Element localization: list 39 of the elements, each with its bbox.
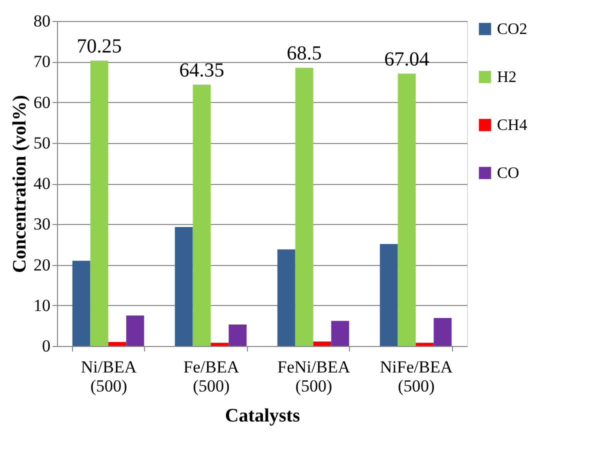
y-tick-label: 0 bbox=[42, 336, 50, 356]
bar bbox=[108, 342, 126, 346]
y-axis-title: Concentration (vol%) bbox=[10, 95, 30, 273]
bar bbox=[228, 324, 247, 346]
x-tick-label: Ni/BEA (500) bbox=[80, 358, 138, 396]
bar bbox=[398, 74, 416, 346]
data-label: 70.25 bbox=[76, 36, 122, 58]
x-tick-label: FeNi/BEA (500) bbox=[277, 358, 351, 396]
x-tick-label: NiFe/BEA (500) bbox=[380, 358, 454, 396]
y-tick-label: 50 bbox=[34, 133, 50, 152]
legend-label: CO bbox=[497, 165, 520, 182]
y-tick-label: 30 bbox=[34, 214, 50, 234]
bar bbox=[126, 316, 144, 346]
data-label: 68.5 bbox=[286, 42, 322, 65]
bar bbox=[90, 60, 108, 346]
bar bbox=[210, 342, 229, 346]
bar bbox=[174, 226, 193, 346]
bar bbox=[313, 342, 332, 346]
bar bbox=[192, 84, 211, 346]
data-label: 64.35 bbox=[179, 60, 224, 82]
bar bbox=[331, 320, 350, 346]
legend-label: H2 bbox=[497, 69, 517, 86]
bar bbox=[277, 249, 296, 346]
y-tick-label: 20 bbox=[34, 255, 50, 274]
bar bbox=[434, 318, 452, 346]
y-tick-label: 80 bbox=[34, 12, 50, 30]
bar bbox=[416, 342, 434, 346]
y-tick-label: 60 bbox=[34, 92, 50, 112]
y-tick-label: 70 bbox=[34, 52, 50, 72]
legend-label: CH4 bbox=[497, 117, 528, 134]
bar bbox=[72, 260, 90, 346]
bar bbox=[380, 244, 398, 346]
y-tick-label: 10 bbox=[34, 296, 50, 315]
x-tick-label: Fe/BEA (500) bbox=[183, 358, 240, 396]
legend-label: CO2 bbox=[497, 21, 528, 38]
data-label: 67.04 bbox=[384, 48, 430, 71]
x-axis-title: Catalysts bbox=[225, 406, 300, 426]
bar bbox=[295, 68, 314, 346]
y-tick-label: 40 bbox=[34, 174, 50, 193]
